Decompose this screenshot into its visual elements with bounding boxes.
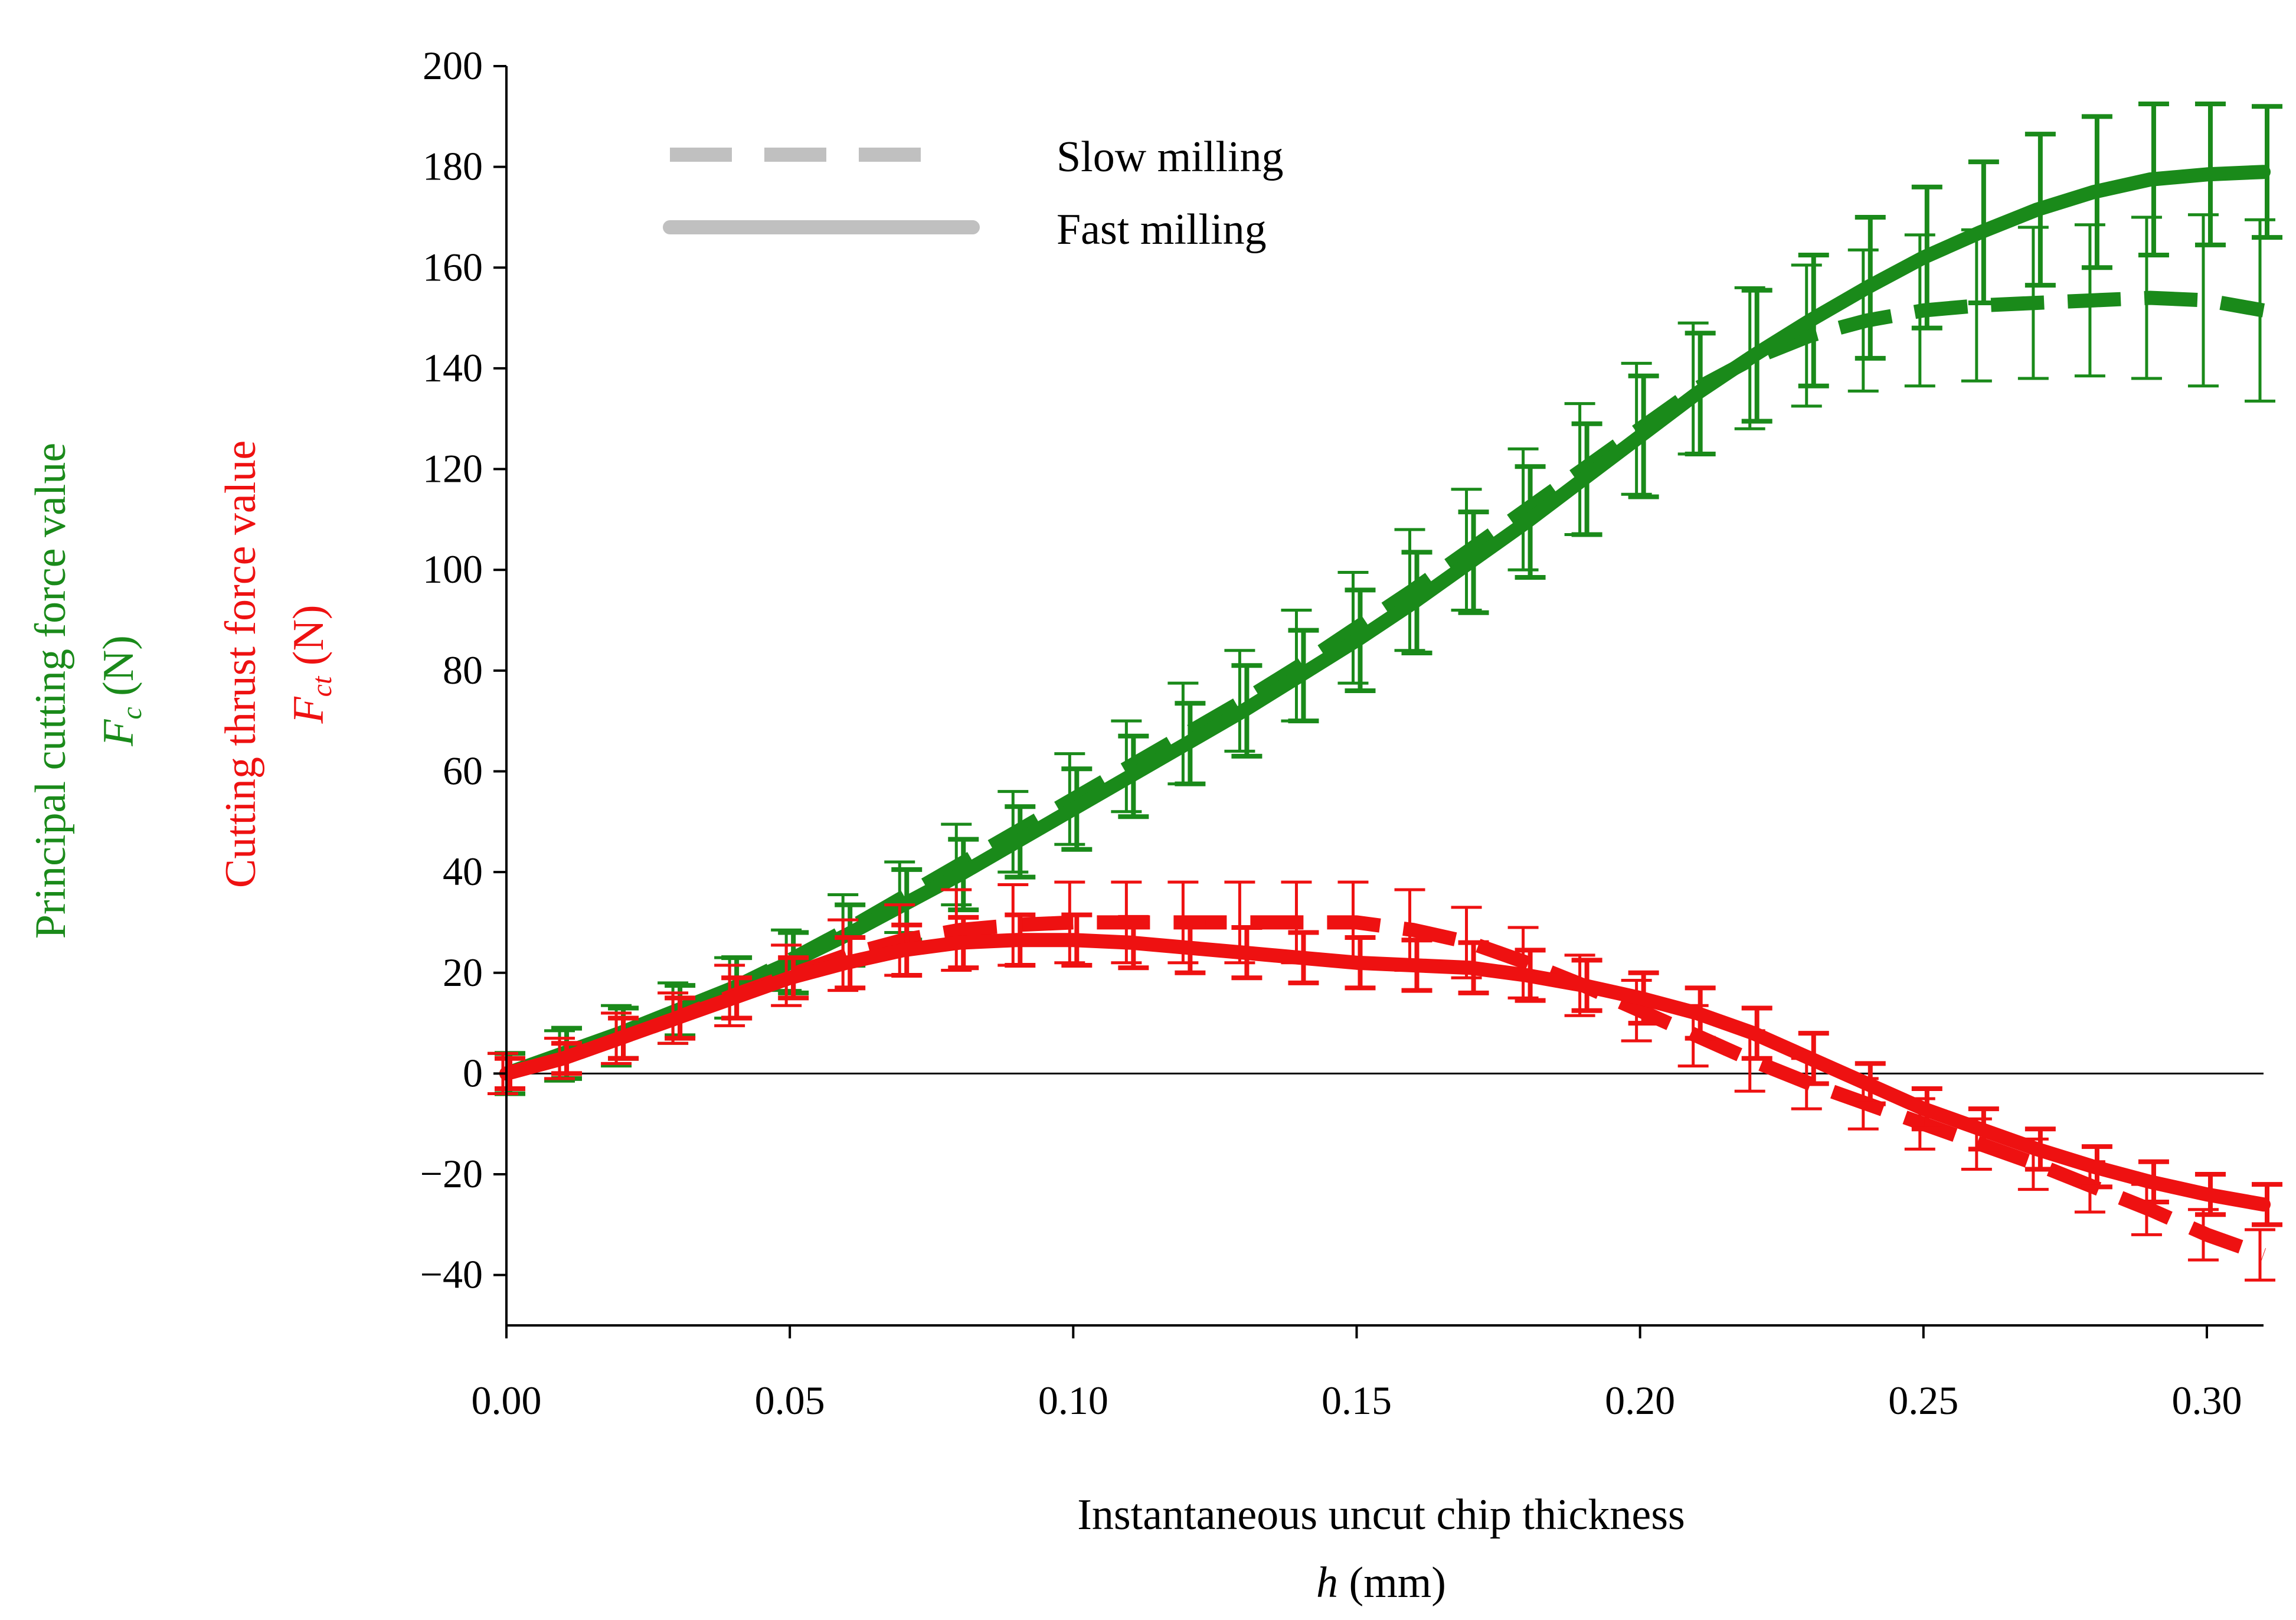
x-axis-label: Instantaneous uncut chip thickness xyxy=(1077,1491,1685,1539)
x-tick-label: 0.25 xyxy=(1888,1378,1958,1423)
legend-label-fast: Fast milling xyxy=(1057,205,1267,254)
series-layer xyxy=(488,101,2282,1282)
y-axis-var-fct: F xyxy=(284,697,333,724)
legend: Slow milling Fast milling xyxy=(663,133,1283,254)
y-axis-sub-fct: ct xyxy=(306,675,338,697)
y-tick-label: 160 xyxy=(423,244,483,289)
y-tick-label: 80 xyxy=(443,648,483,693)
x-tick-label: 0.05 xyxy=(755,1378,825,1423)
y-axis-unitname-fc: (N) xyxy=(94,635,143,707)
series-line xyxy=(499,933,2271,1212)
y-tick-label: 60 xyxy=(443,748,483,793)
series-3 xyxy=(495,912,2282,1227)
y-axis-sub-fc: c xyxy=(116,707,148,719)
x-tick-label: 0.20 xyxy=(1605,1378,1675,1423)
x-tick-label: 0.00 xyxy=(472,1378,542,1423)
x-tick-label: 0.10 xyxy=(1038,1378,1108,1423)
x-tick-label: 0.30 xyxy=(2171,1378,2242,1423)
y-axis-label-fc-group: Principal cutting force value Fc (N) xyxy=(27,443,148,939)
y-tick-label: 20 xyxy=(443,950,483,995)
y-tick-label: 180 xyxy=(423,144,483,189)
y-axis-unitname-fct: (N) xyxy=(284,605,333,676)
y-tick-label: 40 xyxy=(443,849,483,894)
y-axis-label-fct: Cutting thrust force value xyxy=(217,440,265,888)
x-axis-variable: h xyxy=(1316,1559,1338,1607)
y-tick-label: −20 xyxy=(420,1151,483,1196)
y-axis-label-fct-group: Cutting thrust force value Fct (N) xyxy=(217,440,338,888)
y-axis-unit-fct: Fct (N) xyxy=(284,605,338,724)
y-tick-label: 140 xyxy=(423,345,483,390)
x-axis-unit-label: h (mm) xyxy=(1316,1559,1446,1607)
y-axis-var-fc: F xyxy=(94,719,143,747)
y-tick-label: 0 xyxy=(463,1050,483,1095)
y-tick-label: 200 xyxy=(423,43,483,88)
y-tick-label: 120 xyxy=(423,446,483,491)
x-axis-unit: (mm) xyxy=(1338,1559,1446,1607)
y-axis-unit-fc: Fc (N) xyxy=(94,635,148,747)
y-axis-label-fc: Principal cutting force value xyxy=(27,443,75,939)
legend-label-slow: Slow milling xyxy=(1057,133,1283,181)
y-tick-label: −40 xyxy=(420,1252,483,1297)
series-2 xyxy=(488,880,2275,1282)
x-tick-label: 0.15 xyxy=(1322,1378,1392,1423)
y-tick-label: 100 xyxy=(423,547,483,592)
